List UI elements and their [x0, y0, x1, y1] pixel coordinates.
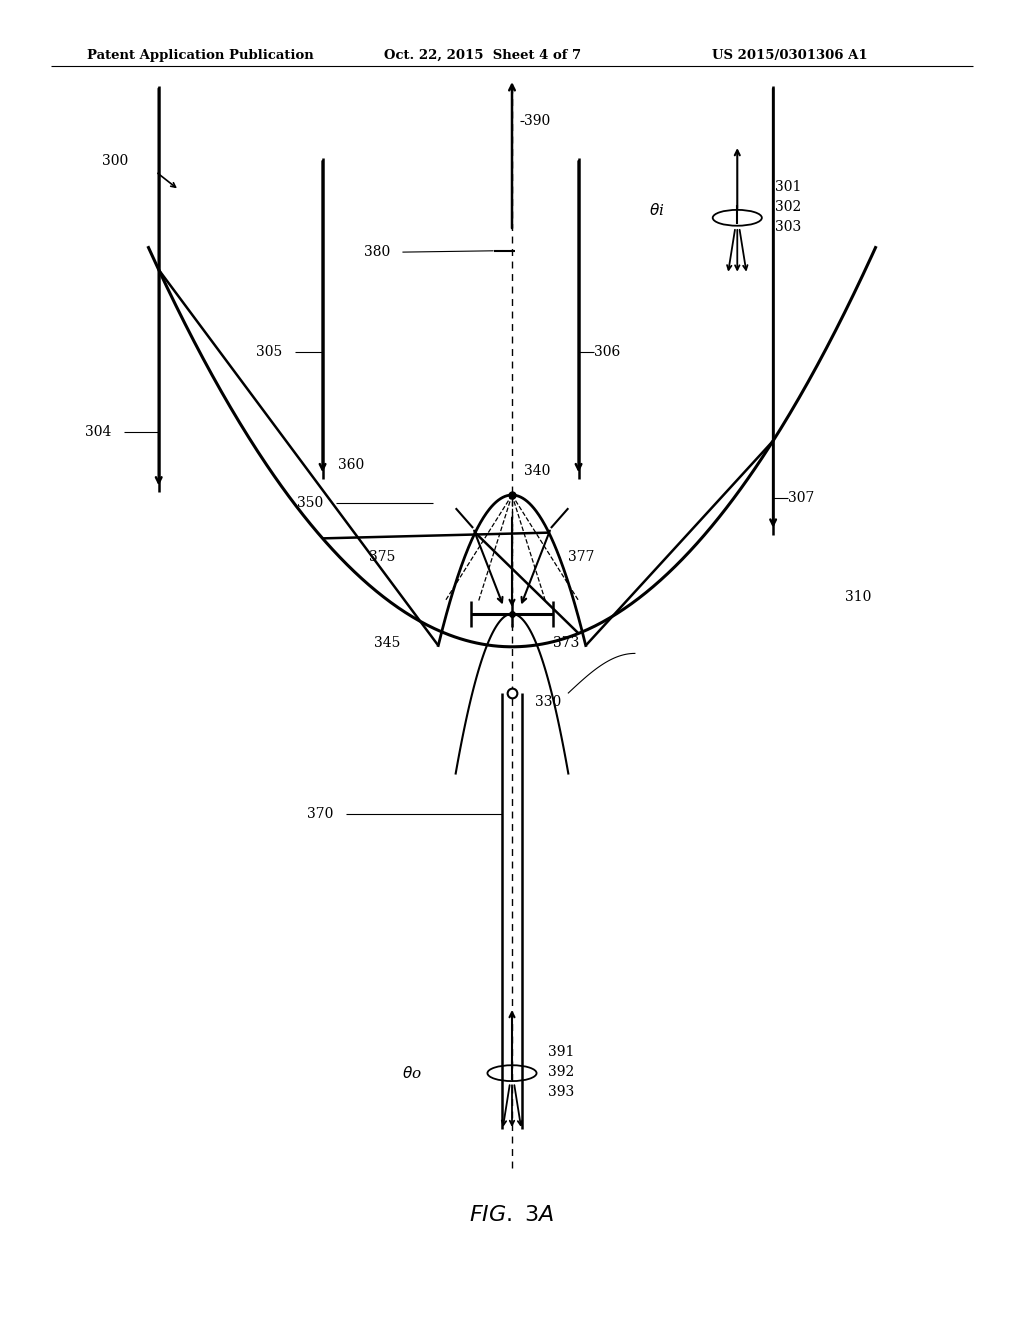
Text: 393: 393 [548, 1085, 574, 1098]
Text: 391: 391 [548, 1045, 574, 1059]
Text: 375: 375 [369, 550, 395, 564]
Text: 300: 300 [102, 154, 129, 168]
Text: 340: 340 [524, 465, 551, 478]
Text: Patent Application Publication: Patent Application Publication [87, 49, 313, 62]
Text: 330: 330 [535, 696, 561, 709]
Text: 350: 350 [297, 496, 324, 510]
Text: 307: 307 [788, 491, 815, 504]
Text: 306: 306 [594, 346, 621, 359]
Text: 380: 380 [364, 246, 390, 259]
Text: $\theta$o: $\theta$o [402, 1065, 422, 1081]
Text: 305: 305 [256, 346, 283, 359]
Text: 373: 373 [553, 636, 580, 649]
Text: 301: 301 [775, 181, 802, 194]
Text: 303: 303 [775, 220, 802, 234]
Text: $\theta$i: $\theta$i [649, 202, 665, 218]
Text: 392: 392 [548, 1065, 574, 1078]
Text: 390: 390 [524, 115, 551, 128]
Text: 377: 377 [568, 550, 595, 564]
Text: 345: 345 [374, 636, 400, 649]
Text: Oct. 22, 2015  Sheet 4 of 7: Oct. 22, 2015 Sheet 4 of 7 [384, 49, 582, 62]
Text: 310: 310 [845, 590, 871, 603]
Text: 360: 360 [338, 458, 365, 471]
Text: 302: 302 [775, 201, 802, 214]
Text: US 2015/0301306 A1: US 2015/0301306 A1 [712, 49, 867, 62]
Text: 370: 370 [307, 808, 334, 821]
Text: 304: 304 [85, 425, 112, 438]
Text: $\mathit{FIG.\ 3A}$: $\mathit{FIG.\ 3A}$ [469, 1204, 555, 1226]
